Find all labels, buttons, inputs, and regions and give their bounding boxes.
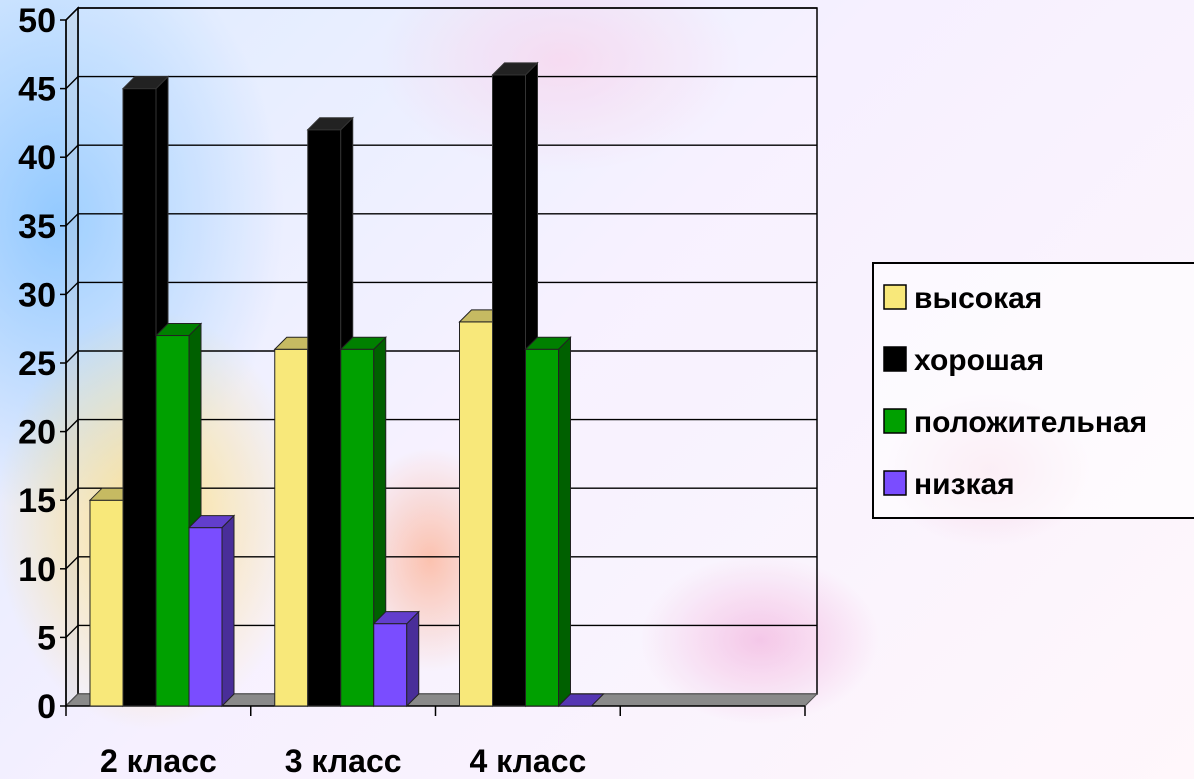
bar-top — [121, 76, 170, 90]
bar-top — [187, 515, 236, 529]
bar-side — [558, 336, 571, 708]
bar-top — [372, 611, 420, 625]
legend-swatch — [883, 470, 907, 496]
bar — [524, 336, 572, 708]
y-tick-label: 15 — [18, 482, 56, 520]
legend-label: низкая — [914, 468, 1015, 501]
bar — [187, 514, 236, 708]
gridline — [65, 213, 817, 227]
bar-top — [306, 117, 354, 131]
bar-front — [89, 499, 124, 707]
y-tick-label: 10 — [18, 551, 56, 589]
legend-label: хорошая — [914, 344, 1044, 377]
y-tick-label: 25 — [18, 345, 56, 383]
legend-box — [872, 262, 1194, 519]
bar-front — [188, 527, 223, 707]
x-axis: 2 класс 3 класс 4 класс — [65, 705, 806, 779]
y-tick-label: 0 — [37, 688, 56, 726]
gridline — [65, 281, 817, 295]
bar — [339, 336, 387, 708]
legend-swatch — [883, 284, 907, 310]
legend-label: высокая — [914, 282, 1042, 315]
legend-swatch — [883, 346, 907, 372]
bar-side — [406, 610, 420, 708]
bar-front — [122, 88, 157, 707]
gridline — [65, 75, 817, 90]
bar-top — [491, 62, 539, 76]
x-tick-label: 3 класс — [285, 743, 402, 779]
bar-top — [524, 336, 572, 350]
y-axis: 0 5 10 15 20 25 30 35 40 45 50 — [18, 2, 67, 726]
bars — [88, 61, 605, 708]
x-tick-label: 4 класс — [469, 743, 586, 779]
legend: высокая хорошая положительная низкая — [872, 262, 1194, 519]
y-tick-label: 5 — [37, 619, 56, 657]
x-tick-label: 2 класс — [100, 743, 217, 779]
bar-top — [557, 693, 605, 707]
gridline — [65, 144, 817, 158]
bar-top — [339, 336, 387, 350]
y-tick-label: 45 — [18, 71, 56, 109]
bar-front — [373, 623, 408, 707]
bar-side — [221, 514, 235, 708]
y-tick-label: 20 — [18, 414, 56, 452]
y-tick-label: 30 — [18, 276, 56, 314]
legend-label: положительная — [914, 406, 1147, 439]
y-tick-label: 50 — [18, 2, 56, 40]
bar — [372, 610, 420, 708]
bar-front — [274, 348, 309, 707]
gridline — [65, 7, 817, 21]
y-tick-label: 35 — [18, 208, 56, 246]
bar — [557, 693, 605, 707]
bar-front — [492, 74, 526, 707]
bar-front — [525, 348, 559, 707]
bar-front — [307, 129, 342, 707]
bar-front — [340, 348, 375, 707]
bar — [88, 486, 137, 708]
y-tick-label: 40 — [18, 139, 56, 177]
bar-front — [155, 335, 190, 707]
bar-front — [459, 321, 493, 707]
bar-top — [154, 323, 203, 337]
legend-swatch — [883, 408, 907, 434]
